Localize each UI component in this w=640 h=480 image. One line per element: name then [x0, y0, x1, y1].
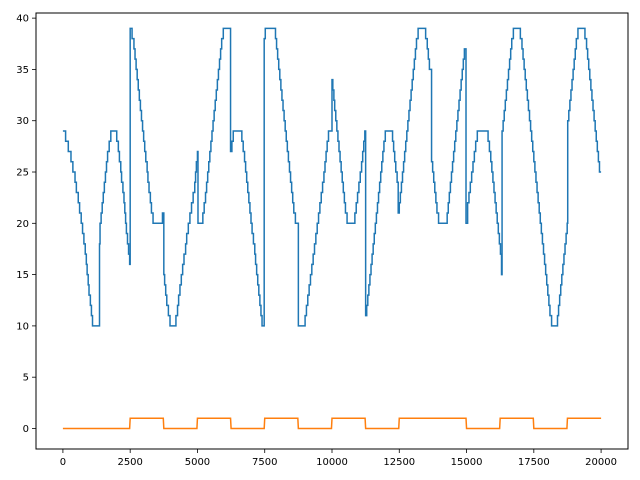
y-tick-label: 25 [16, 168, 29, 179]
x-tick-label: 17500 [518, 457, 550, 468]
y-tick-label: 10 [16, 321, 29, 332]
y-tick-label: 0 [23, 424, 29, 435]
x-tick-label: 20000 [585, 457, 617, 468]
series-line-1 [62, 27, 602, 327]
series-line-2 [62, 417, 602, 430]
x-tick-label: 10000 [316, 457, 348, 468]
x-tick-label: 0 [60, 457, 66, 468]
x-tick-label: 12500 [383, 457, 415, 468]
y-axis: 0 5 10 15 20 25 30 35 40 [16, 14, 36, 435]
x-tick-label: 7500 [252, 457, 277, 468]
y-tick-label: 20 [16, 219, 29, 230]
y-tick-label: 5 [23, 373, 29, 384]
x-tick-label: 2500 [117, 457, 142, 468]
x-axis: 0 2500 5000 7500 10000 12500 15000 17500 20000 [60, 449, 617, 468]
x-tick-label: 15000 [451, 457, 483, 468]
y-tick-label: 30 [16, 116, 29, 127]
y-tick-label: 35 [16, 65, 29, 76]
y-tick-label: 40 [16, 14, 29, 25]
series-layer [62, 27, 602, 430]
x-tick-label: 5000 [185, 457, 210, 468]
y-tick-label: 15 [16, 270, 29, 281]
